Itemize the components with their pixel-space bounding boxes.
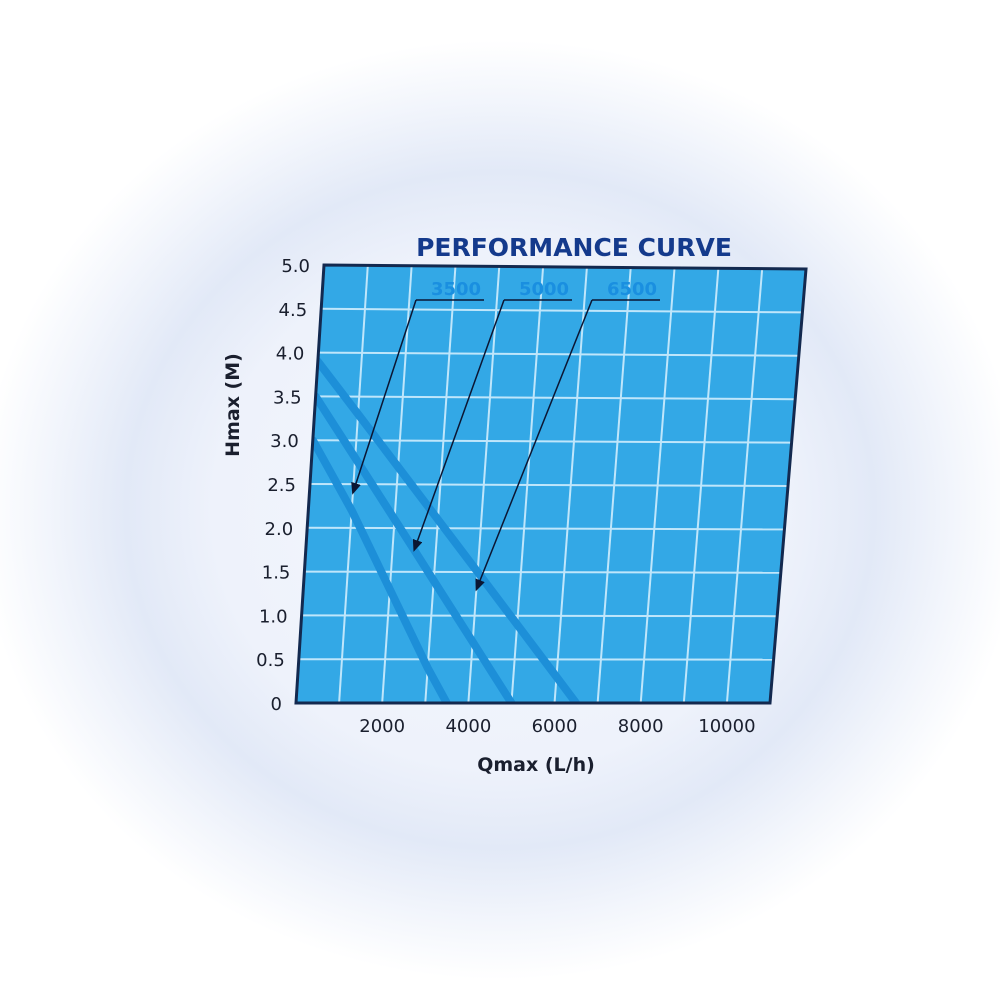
x-tick-label: 4000 xyxy=(445,716,491,737)
plot-frame xyxy=(294,263,808,705)
y-tick-label: 4.5 xyxy=(279,300,308,321)
y-tick-label: 0 xyxy=(271,694,282,715)
y-tick-label: 3.5 xyxy=(273,387,302,408)
y-tick-label: 3.0 xyxy=(270,431,299,452)
y-tick-label: 2.5 xyxy=(267,475,296,496)
y-tick-label: 1.5 xyxy=(262,563,291,584)
x-tick-label: 10000 xyxy=(698,716,755,737)
callout-arrow xyxy=(351,299,417,495)
grid-line-horizontal xyxy=(307,526,785,531)
callout-arrow xyxy=(475,299,593,592)
callout-label-6500: 6500 xyxy=(607,279,657,300)
x-tick-label: 6000 xyxy=(532,716,578,737)
chart-title: PERFORMANCE CURVE xyxy=(416,233,732,262)
callout-label-5000: 5000 xyxy=(519,279,569,300)
plot-area xyxy=(296,265,806,703)
y-tick-label: 0.5 xyxy=(256,650,285,671)
y-tick-label: 4.0 xyxy=(276,344,305,365)
x-axis-label: Qmax (L/h) xyxy=(477,754,595,776)
y-axis-label: Hmax (M) xyxy=(222,353,244,457)
y-tick-label: 1.0 xyxy=(259,606,288,627)
grid-line-horizontal xyxy=(315,395,796,401)
series-line-3500 xyxy=(308,436,451,703)
y-tick-label: 2.0 xyxy=(265,519,294,540)
callout-arrow xyxy=(412,299,505,552)
grid-line-horizontal xyxy=(301,614,778,618)
y-tick-label: 5.0 xyxy=(281,256,310,277)
series-line-6500 xyxy=(313,357,581,703)
grid-line-horizontal xyxy=(304,570,781,574)
grid-line-horizontal xyxy=(321,307,803,314)
x-tick-label: 8000 xyxy=(618,716,664,737)
callout-label-3500: 3500 xyxy=(431,279,481,300)
grid-line-horizontal xyxy=(312,439,792,444)
x-tick-label: 2000 xyxy=(359,716,405,737)
grid-line-horizontal xyxy=(309,483,789,487)
